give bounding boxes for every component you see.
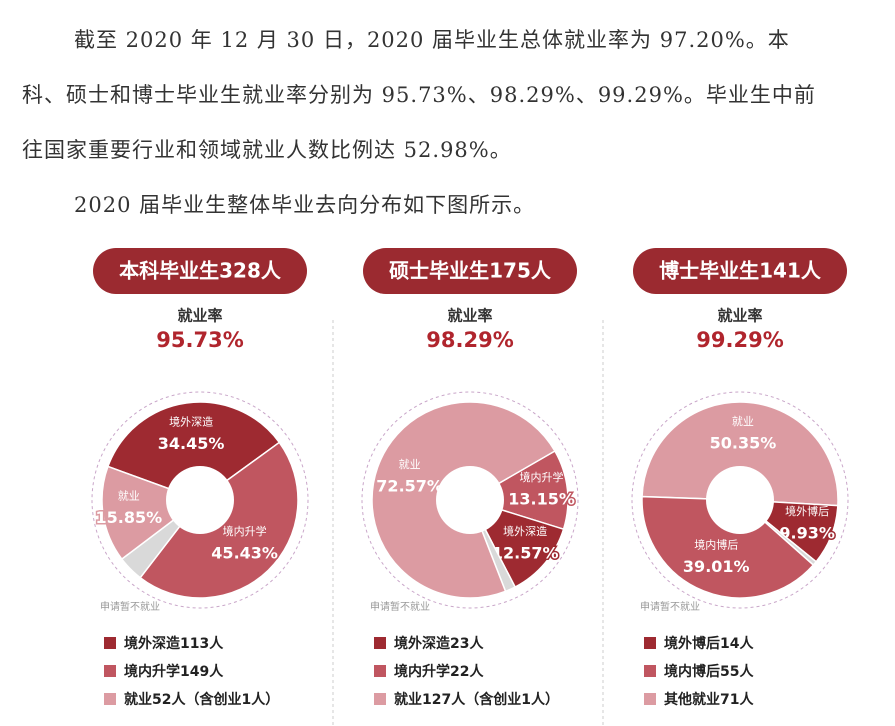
slice — [641, 495, 815, 599]
hole — [436, 466, 504, 534]
legend-swatch — [374, 693, 386, 705]
slice-label: 境外深造 — [503, 524, 547, 538]
legend-swatch — [644, 693, 656, 705]
slice-label: 就业 — [399, 457, 421, 471]
legend-label: 境外博后14人 — [664, 635, 754, 652]
legend-swatch — [374, 637, 386, 649]
slice — [641, 401, 839, 507]
legend-label: 境外深造23人 — [394, 635, 484, 652]
value-label: 50.35% — [710, 434, 777, 453]
value-label: 34.45% — [158, 434, 225, 453]
legend-swatch — [644, 637, 656, 649]
title-pill — [93, 248, 307, 294]
value-label: 12.57% — [492, 544, 559, 563]
legend-label: 境内博后55人 — [664, 663, 754, 680]
slice-label: 境内升学 — [520, 470, 564, 484]
legend-label: 其他就业71人 — [664, 691, 754, 708]
legend-label: 就业127人（含创业1人） — [394, 691, 559, 708]
slice-label: 境外博后 — [785, 504, 829, 518]
value-label: 13.15% — [508, 490, 575, 509]
slice-label: 申请暂不就业 — [100, 600, 160, 613]
outer-ring — [91, 391, 309, 609]
rate-label: 就业率 — [177, 307, 222, 325]
title-pill — [363, 248, 577, 294]
rate: 98.29% — [426, 328, 513, 352]
value-label: 72.57% — [376, 476, 443, 495]
rate: 95.73% — [156, 328, 243, 352]
chart-title: 本科毕业生328人 — [119, 259, 282, 283]
slice-label: 就业 — [732, 414, 754, 428]
legend-label: 境内升学22人 — [394, 663, 484, 680]
chart-title: 博士毕业生141人 — [659, 259, 822, 283]
outer-ring — [631, 391, 849, 609]
slice-label: 就业 — [118, 489, 140, 503]
legend-swatch — [374, 665, 386, 677]
hole — [166, 466, 234, 534]
rate-label: 就业率 — [717, 307, 762, 325]
slice — [468, 449, 569, 531]
legend-label: 境外深造113人 — [124, 635, 224, 652]
rate: 99.29% — [696, 328, 783, 352]
slice — [106, 401, 281, 501]
value-label: 39.01% — [683, 557, 750, 576]
value-label: 9.93% — [779, 523, 835, 542]
legend-swatch — [104, 637, 116, 649]
slice-label: 申请暂不就业 — [370, 600, 430, 613]
slice-label: 境内博后 — [694, 537, 738, 551]
value-label: 15.85% — [95, 508, 162, 527]
legend-label: 就业52人（含创业1人） — [124, 691, 279, 708]
chart-title: 硕士毕业生175人 — [389, 259, 552, 283]
paragraph: 截至 2020 年 12 月 30 日，2020 届毕业生总体就业率为 97.2… — [22, 28, 816, 162]
hole — [706, 466, 774, 534]
slice-label: 境外深造 — [169, 415, 213, 429]
legend-swatch — [644, 665, 656, 677]
legend-swatch — [104, 665, 116, 677]
rate-label: 就业率 — [447, 307, 492, 325]
slice — [101, 465, 202, 561]
legend-swatch — [104, 693, 116, 705]
value-label: 45.43% — [211, 543, 278, 562]
outer-ring — [361, 391, 579, 609]
title-pill — [633, 248, 847, 294]
slice-label: 境内升学 — [223, 524, 267, 538]
paragraph: 2020 届毕业生整体毕业去向分布如下图所示。 — [74, 193, 536, 217]
legend-label: 境内升学149人 — [124, 663, 224, 680]
slice-label: 申请暂不就业 — [640, 600, 700, 613]
